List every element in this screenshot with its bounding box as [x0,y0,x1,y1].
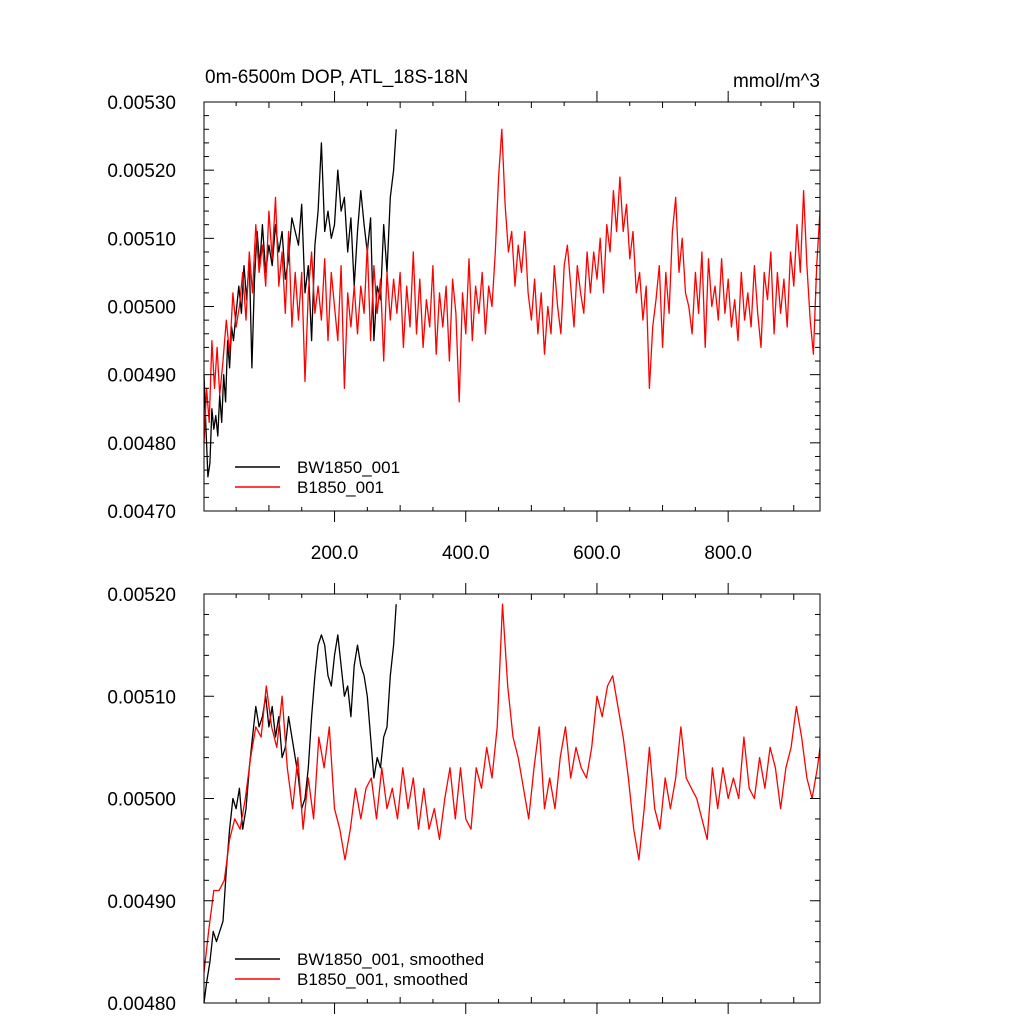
y-tick-label: 0.00510 [107,687,176,708]
y-tick-label: 0.00480 [107,434,176,455]
top-chart-title: 0m-6500m DOP, ATL_18S-18N [205,67,468,88]
top-chart-panel: 0m-6500m DOP, ATL_18S-18N mmol/m^3 0.004… [107,67,821,564]
y-tick-label: 0.00510 [107,229,176,250]
bottom-chart-frame [203,593,821,1004]
legend-label: B1850_001, smoothed [297,970,468,989]
y-tick-label: 0.00490 [107,366,176,387]
x-tick-label: 600.0 [573,543,621,564]
x-tick-label: 400.0 [442,543,490,564]
legend-label: BW1850_001, smoothed [297,950,484,969]
top-chart-ticks [204,91,820,522]
series-line-1-1 [203,603,821,973]
y-tick-label: 0.00490 [107,892,176,913]
legend-label: BW1850_001 [297,458,400,477]
legend-label: B1850_001 [297,478,384,497]
x-tick-label: 200.0 [311,543,359,564]
y-tick-label: 0.00500 [107,790,176,811]
y-tick-label: 0.00520 [107,161,176,182]
top-chart-frame [203,101,821,512]
top-chart-units: mmol/m^3 [733,71,820,92]
y-tick-label: 0.00480 [107,994,176,1015]
bottom-chart-tick-labels: 0.00480 0.00490 0.00500 0.00510 0.00520 [107,585,176,1015]
bottom-chart-panel: 0.00480 0.00490 0.00500 0.00510 0.00520 BW18… [107,583,821,1015]
bottom-chart-lines [203,603,821,1004]
top-chart-tick-labels: 0.00470 0.00480 0.00490 0.00500 0.00510 0.005… [107,93,752,564]
y-tick-label: 0.00500 [107,298,176,319]
top-chart-lines [203,128,821,478]
y-tick-label: 0.00470 [107,502,176,523]
series-line-1-0 [203,604,397,1004]
x-tick-label: 800.0 [704,543,752,564]
y-tick-label: 0.00520 [107,585,176,606]
y-tick-label: 0.00530 [107,93,176,114]
series-line-0-1 [203,128,821,443]
